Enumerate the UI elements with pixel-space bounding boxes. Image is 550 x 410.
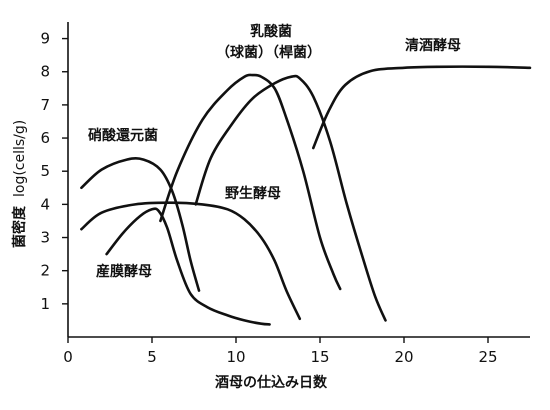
annotation-wild-yeast: 野生酵母 xyxy=(225,185,281,202)
series-nitrate-reducer xyxy=(80,157,201,292)
series-lactic-rods xyxy=(194,74,387,322)
series-film-yeast xyxy=(105,207,271,326)
series-wild-yeast xyxy=(80,201,302,321)
annotations: 硝酸還元菌 野生酵母 産膜酵母 乳酸菌 （球菌）（桿菌） 清酒酵母 xyxy=(88,23,461,280)
y-tick-label: 7 xyxy=(40,96,50,114)
y-tick-label: 4 xyxy=(40,195,50,213)
y-tick-label: 6 xyxy=(40,129,50,147)
annotation-film-yeast: 産膜酵母 xyxy=(96,263,152,280)
y-tick-label: 8 xyxy=(40,63,50,81)
annotation-nitrate: 硝酸還元菌 xyxy=(88,127,158,144)
y-tick-label: 5 xyxy=(40,162,50,180)
x-tick-label: 15 xyxy=(310,348,329,366)
annotation-lactic-title: 乳酸菌 xyxy=(250,23,292,40)
y-axis-label-unit: log(cells/g) xyxy=(12,120,28,197)
x-tick-label: 20 xyxy=(394,348,413,366)
series-sake-yeast xyxy=(312,65,532,150)
x-axis-label: 酒母の仕込み日数 xyxy=(215,374,328,391)
series-lactic-cocci xyxy=(159,73,342,291)
x-tick-label: 5 xyxy=(147,348,157,366)
y-tick-label: 3 xyxy=(40,229,50,247)
annotation-sake-yeast: 清酒酵母 xyxy=(405,37,461,54)
curves xyxy=(80,65,532,326)
y-tick-label: 1 xyxy=(40,295,50,313)
ticks: 0 5 10 15 20 25 1 2 3 4 5 6 7 8 9 xyxy=(40,30,497,366)
annotation-lactic-sub: （球菌）（桿菌） xyxy=(216,44,321,61)
y-tick-label: 2 xyxy=(40,262,50,280)
axes xyxy=(67,22,530,338)
y-axis-label-main: 菌密度 xyxy=(11,205,28,248)
x-tick-label: 10 xyxy=(226,348,245,366)
y-tick-label: 9 xyxy=(40,30,50,48)
x-tick-label: 0 xyxy=(63,348,73,366)
x-tick-label: 25 xyxy=(478,348,497,366)
